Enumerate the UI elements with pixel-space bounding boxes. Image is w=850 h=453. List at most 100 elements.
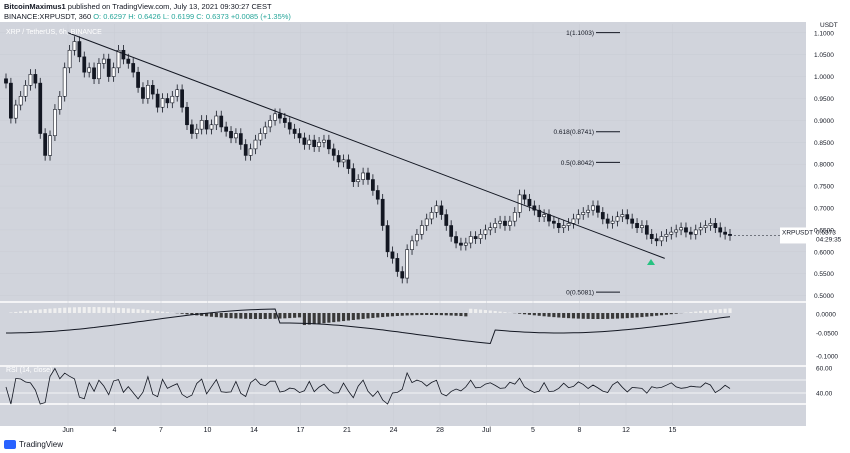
tradingview-brand[interactable]: TradingView: [4, 440, 63, 449]
macd-bar: [385, 313, 390, 317]
candle: [155, 93, 160, 108]
candle: [581, 212, 586, 215]
publish-info: published on TradingView.com, July 13, 2…: [67, 2, 272, 11]
candle: [263, 126, 268, 134]
macd-bar: [488, 310, 492, 313]
macd-bar: [474, 309, 478, 313]
price-tick-label: 1.0000: [814, 74, 834, 81]
candle: [67, 49, 72, 69]
fib-level-label: 0.618(0.8741): [554, 129, 594, 136]
macd-bar: [366, 313, 370, 319]
candle: [390, 251, 395, 259]
price-tick-label: 0.8000: [814, 162, 834, 169]
macd-bar: [302, 313, 306, 326]
candle: [336, 155, 341, 163]
candle: [238, 133, 243, 145]
macd-bar: [640, 313, 644, 318]
candle: [170, 95, 175, 104]
candle: [199, 120, 204, 130]
candle: [424, 218, 429, 226]
macd-bar: [351, 313, 355, 320]
candle: [503, 220, 507, 226]
macd-bar: [121, 308, 125, 313]
ohlc-change: +0.0085 (+1.35%): [230, 12, 291, 21]
candle: [674, 229, 679, 233]
macd-bar: [293, 313, 297, 318]
candle: [145, 85, 150, 99]
candle: [33, 74, 38, 84]
candle: [459, 242, 463, 246]
candle: [28, 74, 33, 86]
macd-bar: [190, 313, 194, 315]
x-tick-label: 21: [343, 427, 351, 434]
candle: [684, 227, 688, 233]
macd-bar: [327, 313, 331, 323]
macd-bar: [581, 313, 585, 319]
macd-bar: [518, 313, 522, 314]
candle: [522, 194, 527, 200]
candle: [131, 63, 136, 73]
fib-level-label: 0(0.5081): [566, 290, 594, 297]
price-tick-label: 0.6000: [814, 249, 834, 256]
author-name[interactable]: BitcoinMaximus1: [4, 2, 66, 11]
rsi-tick-label: 60.00: [816, 366, 833, 373]
macd-bar: [469, 308, 473, 313]
macd-bar: [689, 312, 693, 313]
candle: [48, 135, 52, 156]
candle: [243, 144, 248, 156]
macd-bar: [655, 313, 659, 316]
macd-bar: [102, 307, 106, 313]
candle: [351, 168, 356, 183]
macd-bar: [48, 308, 52, 313]
macd-tick-label: -0.1000: [816, 354, 838, 361]
candle: [698, 227, 703, 231]
macd-signal-line: [6, 308, 731, 345]
macd-bar: [571, 313, 576, 319]
candle: [664, 233, 669, 237]
price-tick-label: 1.0500: [814, 52, 834, 59]
x-tick-label: 24: [390, 427, 398, 434]
candle: [4, 78, 8, 84]
candle: [180, 89, 184, 108]
candle: [136, 71, 140, 88]
macd-bar: [674, 313, 678, 314]
macd-bar: [635, 313, 639, 318]
candle: [723, 231, 727, 235]
x-tick-label: 12: [622, 427, 630, 434]
candle: [111, 67, 116, 77]
macd-bar: [165, 312, 170, 313]
macd-bar: [444, 313, 448, 316]
ohlc-open: O: 0.6297: [93, 12, 127, 21]
candle: [596, 205, 600, 213]
candle: [385, 225, 390, 253]
macd-bar: [136, 309, 140, 313]
macd-bar: [434, 313, 439, 316]
macd-bar: [28, 310, 33, 313]
macd-bar: [53, 308, 57, 313]
price-tick-label: 0.8500: [814, 140, 834, 147]
rsi-label: RSI (14, close): [6, 367, 52, 374]
macd-bar: [728, 308, 732, 313]
macd-bar: [562, 313, 566, 318]
candle: [478, 233, 483, 239]
candle: [679, 227, 683, 231]
macd-bar: [82, 307, 86, 313]
candle: [53, 109, 57, 137]
candle: [537, 209, 542, 218]
candle: [395, 258, 400, 272]
macd-bar: [483, 310, 487, 313]
macd-bar: [425, 313, 429, 316]
macd-bar: [346, 313, 351, 321]
macd-bar: [107, 307, 111, 313]
candle: [92, 67, 96, 80]
candle: [493, 223, 498, 229]
candle: [282, 117, 287, 123]
candle: [615, 216, 620, 222]
macd-bar: [307, 313, 311, 325]
macd-bar: [72, 307, 77, 313]
candle: [571, 218, 576, 224]
macd-bar: [297, 313, 302, 318]
candle: [576, 214, 581, 220]
macd-bar: [317, 313, 321, 324]
